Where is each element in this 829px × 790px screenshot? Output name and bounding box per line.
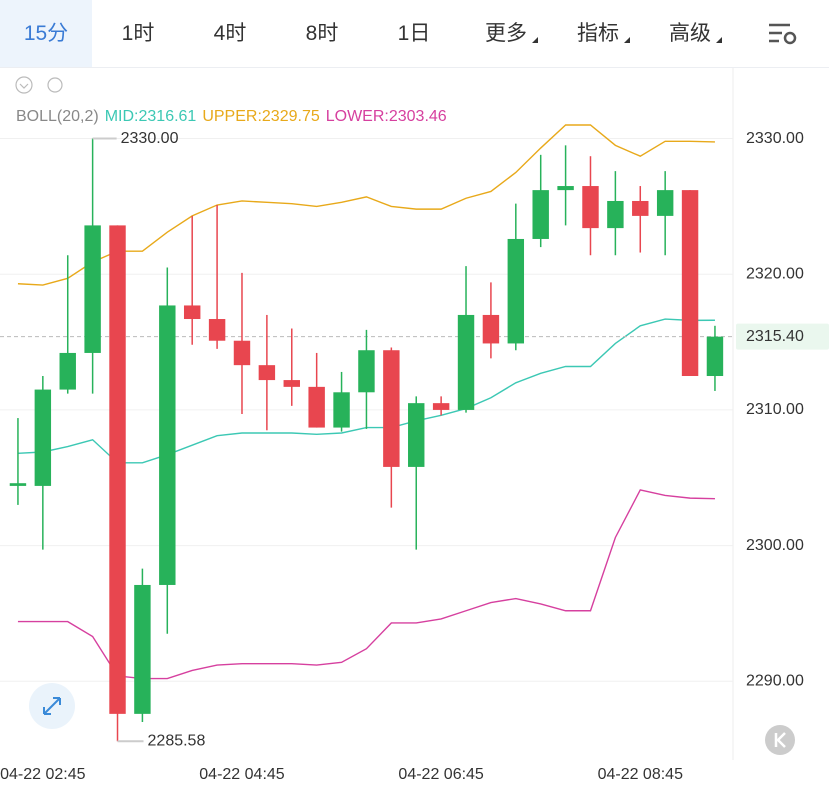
tab[interactable]: 15分 — [0, 0, 92, 67]
tab[interactable]: 1日 — [397, 22, 431, 45]
candle-body — [283, 380, 300, 387]
tab[interactable]: 指标 — [552, 0, 644, 67]
candle-body — [308, 386, 325, 428]
x-tick-label: 04-22 06:45 — [398, 766, 484, 783]
y-tick-label: 2330.00 — [746, 130, 804, 147]
tab[interactable]: 高级 — [644, 0, 736, 67]
y-tick-label: 2290.00 — [746, 673, 804, 690]
candle-body — [532, 190, 549, 239]
candle-body — [333, 392, 350, 428]
candle-body — [109, 225, 126, 714]
candle-body — [233, 340, 251, 366]
y-tick-label: 2320.00 — [746, 265, 804, 282]
candle-body — [557, 186, 574, 191]
last-price-box — [736, 323, 829, 350]
indicator-legend: BOLL(20,2) MID:2316.61 UPPER:2329.75 LOWER:… — [16, 108, 447, 125]
min-label: 2285.58 — [148, 732, 206, 749]
x-tick-label: 04-22 02:45 — [0, 766, 86, 783]
candle-body — [159, 305, 176, 585]
candle-body — [183, 305, 201, 320]
candle-body — [507, 238, 525, 344]
candle-body — [582, 186, 599, 229]
x-tick-label: 04-22 08:45 — [598, 766, 684, 783]
legend-entry: MID:2316.61 — [105, 108, 197, 125]
band-line — [17, 124, 715, 286]
candle-body — [358, 350, 375, 393]
max-label: 2330.00 — [121, 130, 179, 147]
jump-latest-button[interactable] — [765, 725, 795, 755]
candle-body — [34, 389, 52, 486]
x-tick-label: 04-22 04:45 — [199, 766, 285, 783]
tab-bar: 15分 1时 4时 8时 1日 更多 指标 高级 — [0, 0, 829, 68]
settings-icon[interactable] — [769, 23, 797, 45]
legend-entry: BOLL(20,2) — [16, 108, 99, 125]
gear-icon[interactable] — [47, 77, 63, 93]
tab[interactable]: 更多 — [460, 0, 552, 67]
candle-body — [432, 403, 450, 410]
candle-body — [84, 225, 101, 353]
legend-entry: UPPER:2329.75 — [202, 108, 320, 125]
y-tick-label: 2310.00 — [746, 401, 804, 418]
band-line — [17, 489, 715, 680]
y-tick-label: 2300.00 — [746, 537, 804, 554]
tab[interactable]: 1时 — [121, 22, 155, 45]
candle-body — [681, 190, 699, 377]
candle-body — [457, 314, 475, 410]
collapse-icon[interactable] — [15, 76, 33, 94]
candle-body — [134, 584, 151, 714]
candle-body — [59, 352, 76, 390]
candle-body — [482, 314, 500, 344]
tab[interactable]: 4时 — [213, 22, 247, 45]
candle-body — [9, 483, 27, 486]
candle-body — [383, 350, 400, 467]
tab[interactable]: 8时 — [305, 22, 339, 45]
candle-body — [208, 319, 226, 341]
candle-body — [258, 365, 276, 381]
legend-entry: LOWER:2303.46 — [326, 108, 447, 125]
candle-body — [632, 200, 649, 216]
candle-body — [607, 200, 624, 229]
candle-body — [706, 336, 724, 377]
candle-body — [408, 403, 425, 467]
candle-body — [656, 190, 674, 216]
last-price-label: 2315.40 — [746, 328, 804, 345]
